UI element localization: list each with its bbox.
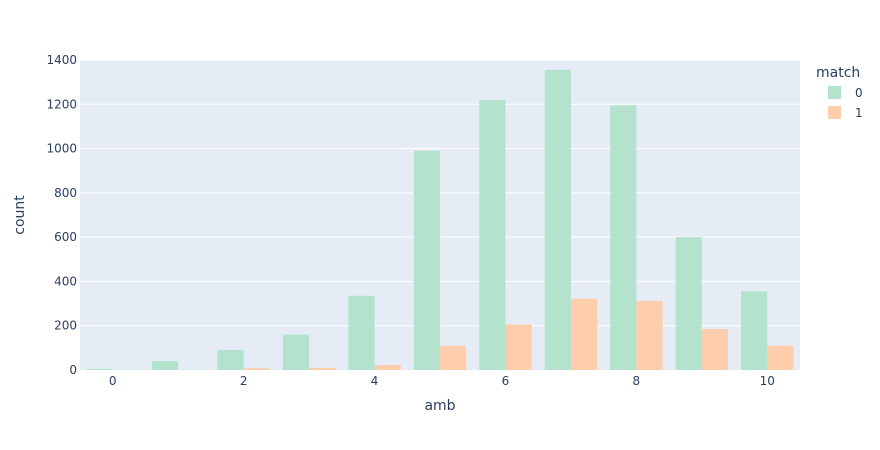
bar-series-0-x-7[interactable]: [544, 69, 571, 370]
y-tick-label: 1000: [46, 142, 77, 156]
bar-series-0-x-9[interactable]: [675, 237, 702, 370]
bar-series-1-x-10[interactable]: [767, 345, 794, 370]
bar-series-1-x-4[interactable]: [374, 365, 401, 370]
bar-series-0-x-0[interactable]: [86, 368, 113, 370]
legend-item-0[interactable]: 0: [828, 86, 863, 100]
bar-series-1-x-8[interactable]: [636, 300, 663, 370]
y-tick-label: 600: [54, 230, 77, 244]
x-axis-ticks: 0 2 4 6 8 10: [109, 374, 775, 388]
bar-series-0-x-2[interactable]: [217, 350, 244, 370]
bar-series-1-x-5[interactable]: [440, 345, 467, 370]
bar-series-0-x-1[interactable]: [152, 361, 179, 370]
bars: [86, 69, 794, 371]
y-tick-label: 0: [69, 363, 77, 377]
legend-label: 1: [855, 106, 863, 120]
y-tick-label: 800: [54, 186, 77, 200]
bar-series-0-x-4[interactable]: [348, 295, 375, 370]
bar-series-1-x-7[interactable]: [570, 298, 598, 370]
x-axis-title: amb: [424, 398, 455, 414]
x-tick-label: 0: [109, 374, 117, 388]
bar-series-0-x-10[interactable]: [741, 291, 768, 370]
y-axis-title: count: [12, 195, 28, 235]
y-axis-ticks: 0 200 400 600 800 1000 1200 1400: [46, 53, 77, 377]
bar-series-0-x-3[interactable]: [282, 334, 310, 370]
bar-series-1-x-6[interactable]: [505, 324, 532, 370]
legend-label: 0: [855, 86, 863, 100]
legend-title: match: [816, 65, 860, 81]
x-tick-label: 6: [502, 374, 510, 388]
bar-series-0-x-6[interactable]: [479, 99, 506, 370]
bar-series-1-x-9[interactable]: [701, 329, 728, 370]
legend-item-1[interactable]: 1: [828, 106, 863, 120]
legend-swatch: [828, 86, 841, 99]
y-tick-label: 1400: [46, 53, 77, 67]
y-tick-label: 400: [54, 274, 77, 288]
bar-series-0-x-5[interactable]: [413, 150, 440, 370]
legend[interactable]: match 0 1: [816, 65, 863, 120]
x-tick-label: 8: [633, 374, 641, 388]
y-tick-label: 200: [54, 319, 77, 333]
bar-series-1-x-2[interactable]: [243, 368, 270, 370]
bar-series-0-x-8[interactable]: [610, 105, 637, 371]
legend-swatch: [828, 106, 841, 119]
x-tick-label: 4: [371, 374, 379, 388]
y-tick-label: 1200: [46, 97, 77, 111]
x-tick-label: 10: [760, 374, 775, 388]
bar-series-1-x-3[interactable]: [309, 367, 336, 370]
x-tick-label: 2: [240, 374, 248, 388]
